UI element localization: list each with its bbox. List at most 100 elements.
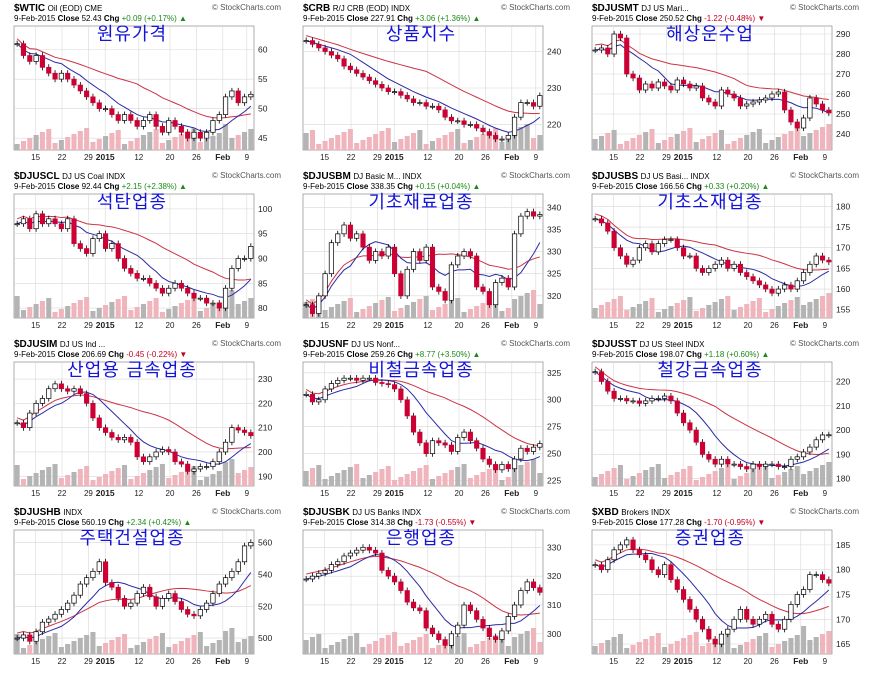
y-tick-label: 520 [258,601,272,611]
volume-bar [128,141,134,150]
volume-bar [197,311,203,318]
volume-bar [493,466,499,486]
x-tick-label: Feb [793,656,808,666]
candle-body [52,383,58,390]
sector-label: 은행업종 [385,528,457,549]
candle-body [128,268,134,274]
candle-body [442,442,448,446]
ma-long-line [16,215,251,281]
candle-body [52,218,58,225]
y-tick-label: 175 [836,589,850,599]
volume-bar [27,476,33,486]
volume-bar [335,135,341,150]
candle-body [328,242,334,275]
volume-bar [210,643,216,654]
volume-bar [643,470,649,486]
volume-bar [328,476,334,486]
x-tick-label: 29 [662,321,671,330]
candle-body [524,447,530,452]
x-tick-label: 9 [245,657,250,666]
candle-body [328,51,334,56]
sector-label: 석탄업종 [96,192,168,213]
y-tick-label: 165 [836,263,850,273]
volume-bar [512,130,518,150]
candle-body [235,90,241,104]
candle-body [229,570,235,579]
y-tick-label: 50 [258,104,268,114]
candle-body [750,618,756,625]
volume-bar [448,301,454,318]
volume-bar [429,141,435,150]
candle-body [769,93,775,99]
volume-bar [166,140,172,150]
candle-body [392,575,398,583]
x-tick-label: 9 [245,153,250,162]
candle-body [84,393,90,404]
candle-body [90,570,96,579]
candle-body [347,224,353,239]
volume-bar [737,645,743,654]
volume-bar [140,473,146,486]
candle-body [725,628,731,635]
quote-line: 9-Feb-2015 Close 166.56 Chg +0.33 (+0.20… [592,181,769,192]
candle-body [65,602,71,610]
candle-body [448,116,454,122]
candle-body [185,463,191,472]
x-tick-label: Feb [504,320,519,330]
candle-body [335,561,341,565]
volume-bar [486,131,492,150]
candle-body [486,458,492,465]
volume-bar [668,475,674,486]
volume-bar [341,132,347,150]
volume-bar [636,135,642,150]
x-tick-label: 20 [744,153,753,162]
candle-body [373,251,379,261]
x-tick-label: 15 [31,321,40,330]
candle-body [592,49,598,52]
volume-bar [662,478,668,486]
y-tick-label: 270 [836,69,850,79]
volume-bar [423,296,429,318]
x-tick-label: 15 [609,321,618,330]
volume-bar [436,307,442,318]
x-tick-label: 2015 [674,488,693,498]
volume-bar [204,139,210,150]
volume-bar [185,300,191,318]
price-chart: 15 22 29 2015 12 20 26 Feb 9 190 200 210 220 230 [13,361,272,498]
plot-frame [591,25,833,151]
volume-bar [122,144,128,150]
candle-body [385,246,391,257]
volume-bar [687,128,693,150]
chart-panel: $DJUSBK DJ US Banks INDX © StockCharts.co… [301,506,578,670]
volume-bar [518,465,524,486]
symbol-label: $DJUSBM [303,171,351,182]
y-tick-label: 210 [258,423,272,433]
volume-bar [775,475,781,486]
candle-body [423,246,429,261]
close-label: Close [55,518,82,527]
y-tick-label: 190 [836,449,850,459]
volume-bar [826,124,832,150]
candle-body [448,264,454,301]
symbol-label: $DJUSIM [14,339,58,350]
y-tick-label: 45 [258,133,268,143]
volume-bar [605,471,611,486]
volume-bar [668,306,674,318]
candle-body [693,255,699,269]
volume-bar [360,309,366,318]
volume-bar [71,472,77,486]
volume-bar [429,310,435,318]
y-tick-label: 325 [547,368,561,378]
change-value: +3.06 (+1.36%) [415,14,471,23]
volume-bar [474,306,480,318]
volume-bar [423,634,429,654]
candle-body [512,604,518,617]
candle-body [655,243,661,253]
volume-bar [373,303,379,318]
volume-bar [467,647,473,654]
volume-bar [39,639,45,654]
volume-bar [598,305,604,318]
candle-body [763,284,769,290]
chg-label: Chg [684,350,705,359]
